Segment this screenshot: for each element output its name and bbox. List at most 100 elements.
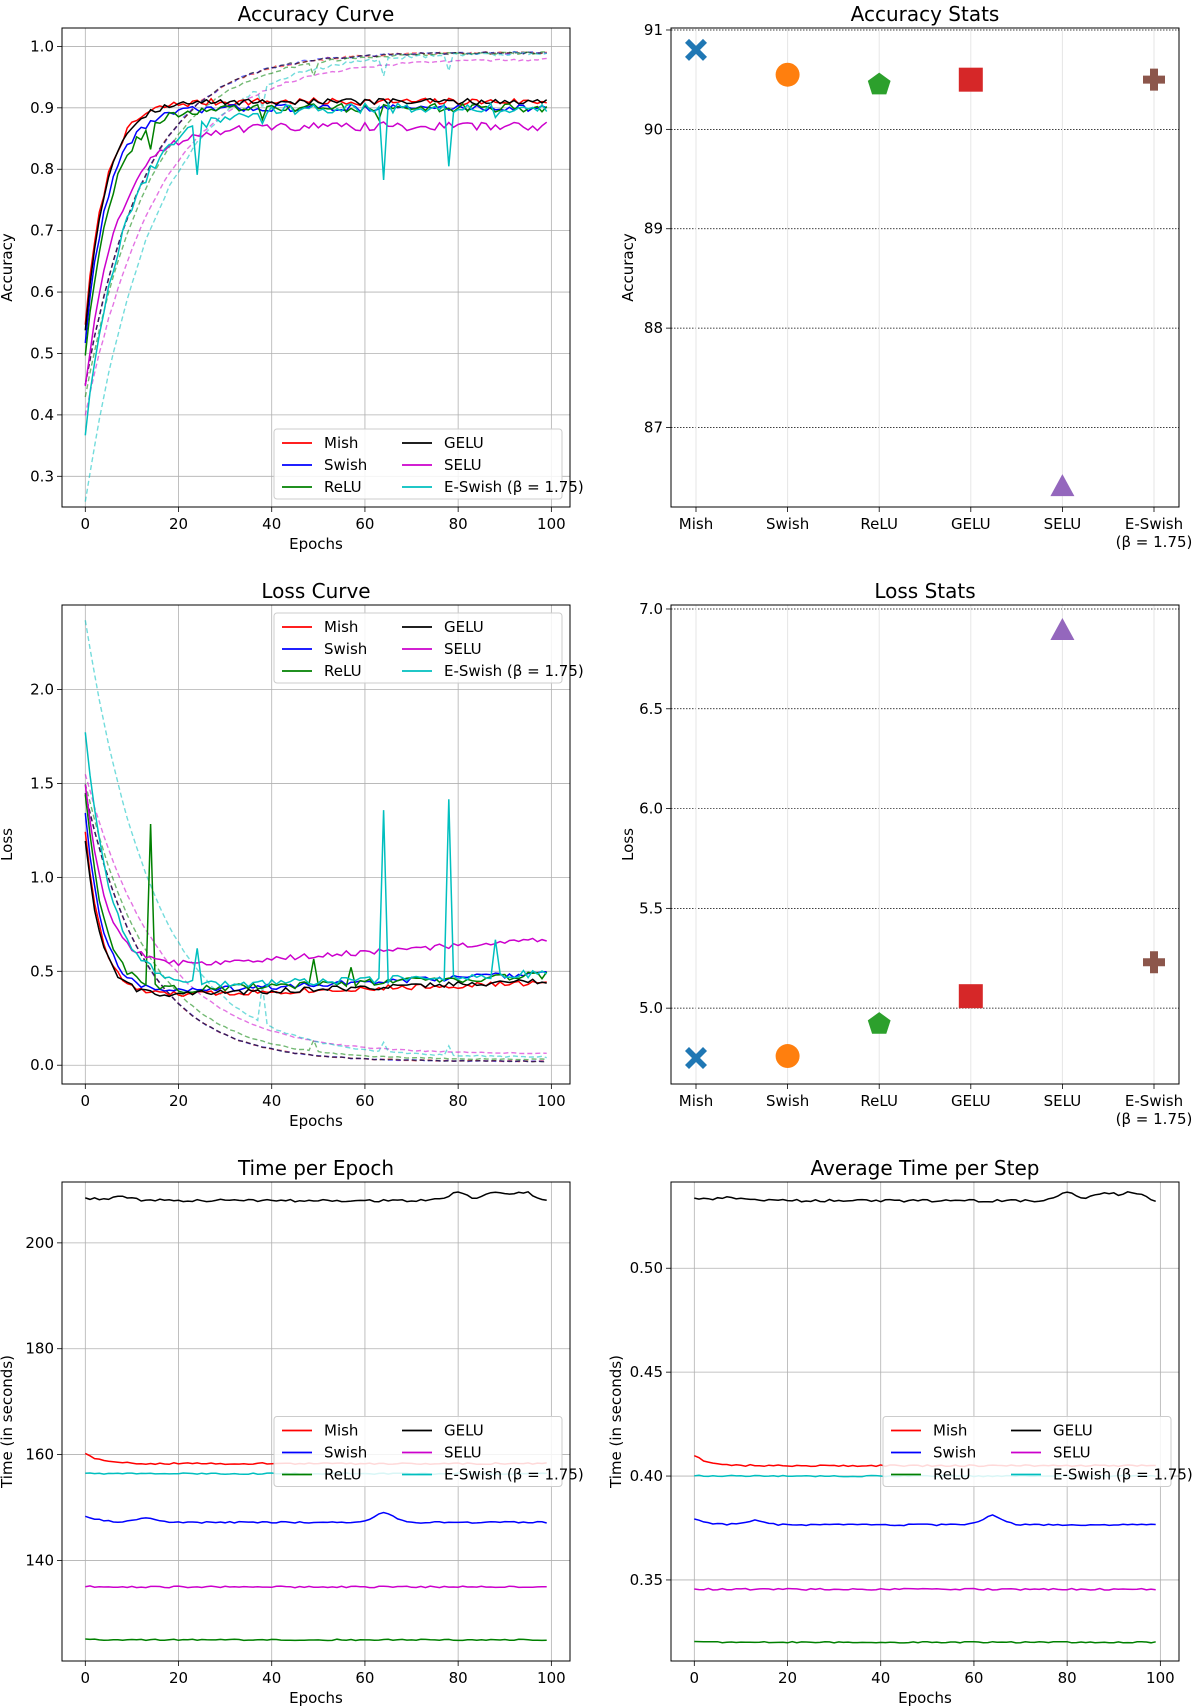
y-tick-label: 2.0 — [30, 681, 54, 699]
y-tick-label: 0.40 — [630, 1467, 663, 1485]
x-tick-label: 40 — [871, 1669, 890, 1687]
train-series-line — [84, 792, 547, 1063]
y-axis-label: Accuracy — [0, 233, 16, 302]
legend-label: ReLU — [933, 1466, 971, 1484]
x-tick-label: 100 — [537, 1092, 566, 1110]
series-line — [84, 97, 548, 331]
axes-frame — [670, 1181, 1180, 1662]
axes-frame — [61, 27, 571, 508]
y-tick-label: 5.5 — [639, 899, 663, 917]
x-tick-label: Mish — [679, 1092, 713, 1110]
legend-box — [273, 428, 563, 500]
data-point-relu — [867, 1012, 891, 1034]
x-tick-label: Swish — [766, 1092, 809, 1110]
x-tick-label: 20 — [169, 515, 188, 533]
train-series-line — [84, 51, 547, 502]
series-line — [84, 732, 548, 988]
legend-label: Mish — [324, 618, 358, 636]
chart-accuracy_stats: Accuracy Stats 87 88 89 90 91 Mish Swish ReLU GEL… — [619, 2, 1192, 551]
legend-label: E-Swish (β = 1.75) — [444, 1466, 584, 1484]
y-tick-label: 200 — [25, 1234, 54, 1252]
series-line — [85, 1190, 547, 1203]
legend-label: SELU — [444, 1444, 482, 1462]
data-point-gelu — [958, 984, 983, 1009]
chart-loss_curve: Loss Curve 0 20 40 60 80 100 0.0 0.5 1.0 1.5 2.0 Epo… — [0, 579, 584, 1130]
data-point-selu — [1050, 474, 1075, 497]
y-tick-label: 87 — [644, 418, 663, 436]
x-tick-label: ReLU — [860, 515, 898, 533]
x-tick-label: 40 — [262, 1092, 281, 1110]
train-series-line — [84, 792, 547, 1063]
x-tick-label: 60 — [964, 1669, 983, 1687]
legend-label: Mish — [324, 434, 358, 452]
data-point-mish — [685, 1047, 707, 1070]
legend-box — [273, 612, 563, 684]
legend: Mish Swish ReLU GELU SELU E-Swish (β = 1.75) — [273, 428, 584, 500]
x-tick-label: 100 — [1146, 1669, 1175, 1687]
x-axis-label: Epochs — [898, 1689, 952, 1707]
series-line — [85, 1585, 547, 1589]
chart-accuracy_curve: Accuracy Curve 0 20 40 60 80 100 0.3 0.4 0.5 0.6 0.… — [0, 2, 584, 553]
x-tick-label: 80 — [449, 515, 468, 533]
train-series-line — [84, 51, 547, 398]
chart-title: Average Time per Step — [811, 1156, 1040, 1180]
series-line — [84, 121, 548, 387]
legend-label: SELU — [1053, 1444, 1091, 1462]
legend-label: E-Swish (β = 1.75) — [444, 478, 584, 496]
series-line — [85, 1638, 547, 1642]
x-tick-sublabel: (β = 1.75) — [1116, 533, 1193, 551]
data-point-gelu — [958, 67, 983, 92]
x-tick-label: ReLU — [860, 1092, 898, 1110]
y-tick-label: 160 — [25, 1446, 54, 1464]
axes-frame — [61, 1181, 571, 1662]
x-tick-label: E-Swish — [1125, 515, 1183, 533]
y-tick-label: 0.0 — [30, 1056, 54, 1074]
x-tick-label: 20 — [778, 1669, 797, 1687]
y-tick-label: 0.50 — [630, 1259, 663, 1277]
x-tick-label: SELU — [1044, 1092, 1082, 1110]
x-tick-label: 0 — [81, 1669, 91, 1687]
legend-label: GELU — [1053, 1422, 1093, 1440]
legend-label: Mish — [324, 1422, 358, 1440]
data-point-selu — [1050, 617, 1075, 640]
train-series-line — [84, 57, 547, 416]
data-point-swish — [775, 62, 800, 87]
data-point-eswish — [1143, 68, 1165, 91]
y-tick-label: 0.35 — [630, 1571, 663, 1589]
y-tick-label: 140 — [25, 1551, 54, 1569]
y-tick-label: 0.6 — [30, 283, 54, 301]
x-tick-label: 80 — [1058, 1669, 1077, 1687]
legend: Mish Swish ReLU GELU SELU E-Swish (β = 1.75) — [882, 1416, 1193, 1487]
y-axis-label: Accuracy — [619, 233, 637, 302]
y-tick-label: 1.0 — [30, 37, 54, 55]
legend-label: ReLU — [324, 478, 362, 496]
y-tick-label: 0.3 — [30, 467, 54, 485]
x-tick-label: 80 — [449, 1669, 468, 1687]
chart-title: Accuracy Stats — [851, 2, 1000, 26]
x-tick-label: Swish — [766, 515, 809, 533]
legend-box — [273, 1416, 563, 1487]
y-tick-label: 1.5 — [30, 774, 54, 792]
chart-title: Time per Epoch — [237, 1156, 394, 1180]
chart-title: Accuracy Curve — [238, 2, 395, 26]
x-tick-label: 20 — [169, 1669, 188, 1687]
y-tick-label: 88 — [644, 319, 663, 337]
legend: Mish Swish ReLU GELU SELU E-Swish (β = 1.75) — [273, 612, 584, 684]
series-line — [84, 103, 548, 344]
y-tick-label: 6.0 — [639, 800, 663, 818]
series-line — [694, 1514, 1156, 1527]
train-series-line — [84, 783, 547, 1061]
plot-area — [84, 620, 548, 1063]
axes-frame — [61, 604, 571, 1085]
series-line — [84, 794, 548, 994]
y-tick-label: 0.4 — [30, 406, 54, 424]
x-tick-label: 60 — [355, 515, 374, 533]
y-tick-label: 5.0 — [639, 999, 663, 1017]
x-axis-label: Epochs — [289, 535, 343, 553]
chart-loss_stats: Loss Stats 5.0 5.5 6.0 6.5 7.0 Mish Swish ReLU GE… — [619, 579, 1192, 1128]
x-tick-label: GELU — [951, 1092, 991, 1110]
x-tick-label: 60 — [355, 1669, 374, 1687]
y-tick-label: 0.8 — [30, 160, 54, 178]
x-tick-label: 60 — [355, 1092, 374, 1110]
